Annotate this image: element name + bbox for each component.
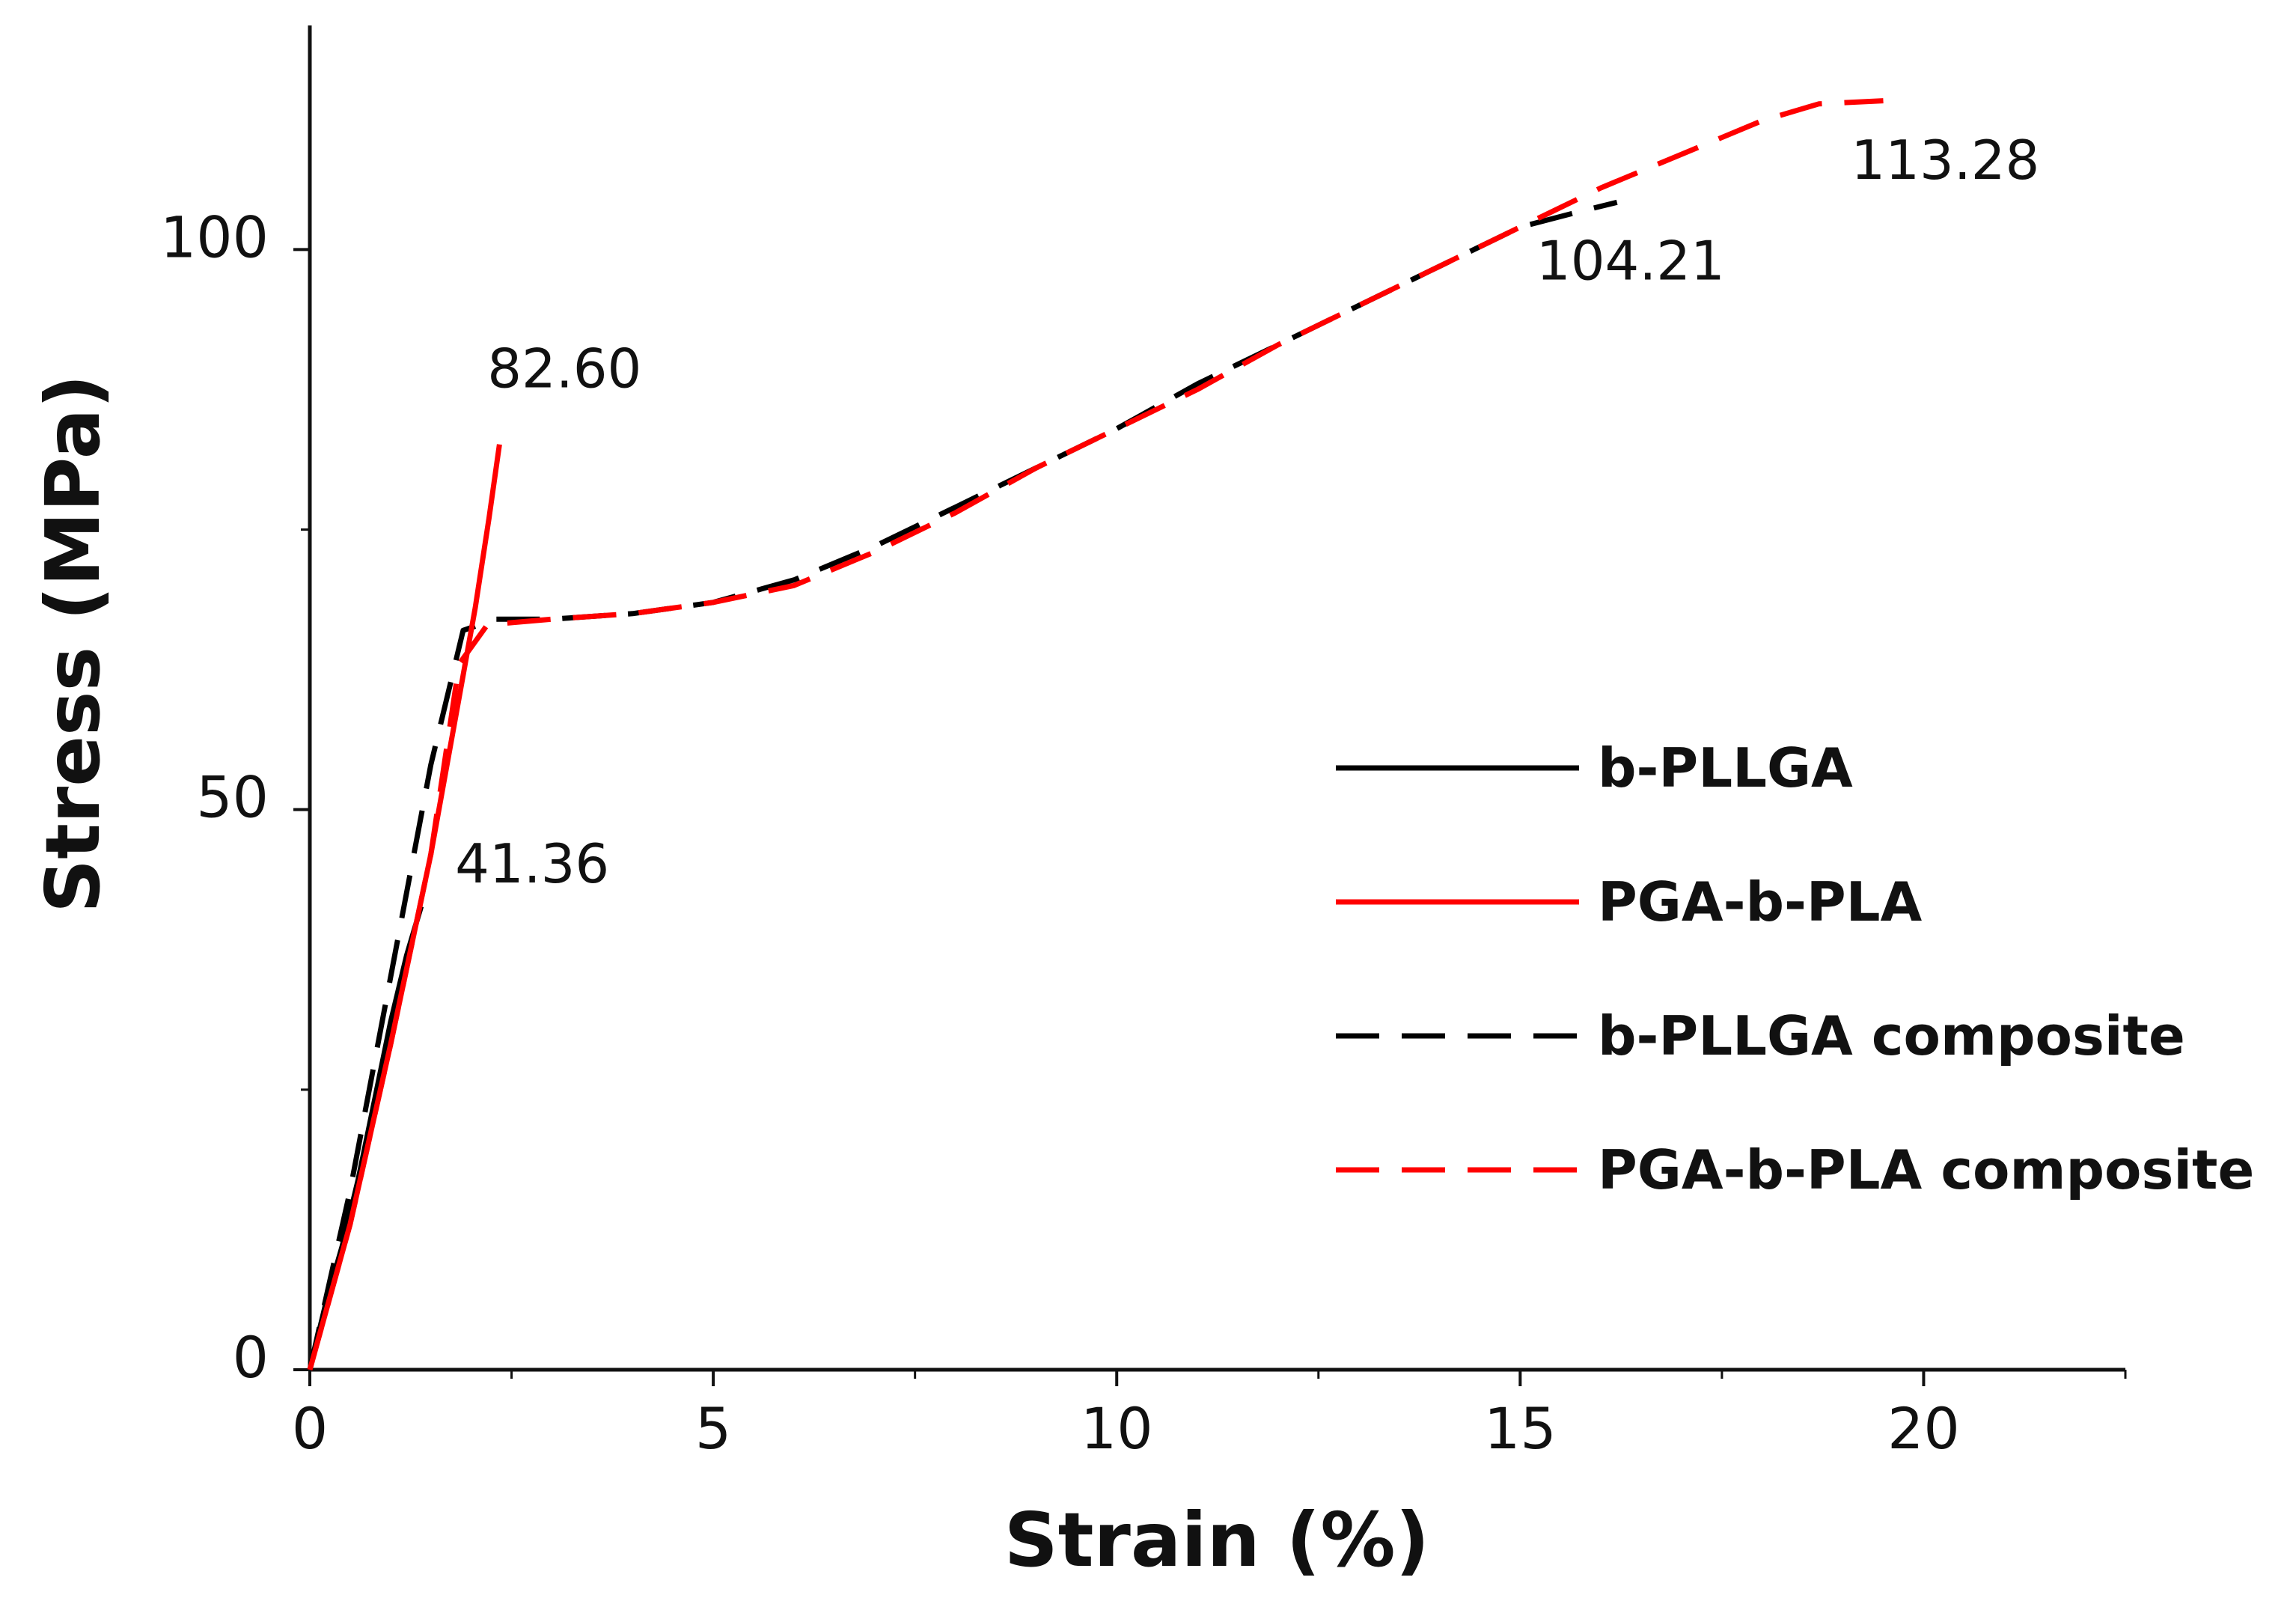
x-tick-label: 20 <box>1887 1395 1960 1462</box>
x-axis-title: Strain (%) <box>1004 1496 1430 1584</box>
series-line-b-pllga-composite <box>307 199 1618 1370</box>
legend-label: b-PLLGA <box>1598 737 1853 799</box>
axis-ticks: 0 5 10 15 20 0 50 100 <box>160 204 2127 1462</box>
x-tick-label: 0 <box>292 1395 328 1462</box>
series-layer <box>307 98 1884 1370</box>
legend-label: PGA-b-PLA composite <box>1598 1138 2254 1201</box>
y-axis-title: Stress (MPa) <box>29 374 117 913</box>
series-line-pga-b-pla <box>307 444 502 1370</box>
y-tick-label: 0 <box>233 1324 269 1391</box>
legend: b-PLLGA PGA-b-PLA b-PLLGA composite PGA-b-P… <box>1336 737 2254 1201</box>
x-tick-label: 10 <box>1081 1395 1153 1462</box>
y-tick-label: 50 <box>196 764 269 831</box>
data-label: 113.28 <box>1851 129 2039 192</box>
x-tick-label: 15 <box>1484 1395 1557 1462</box>
legend-label: PGA-b-PLA <box>1598 870 1923 933</box>
data-label: 41.36 <box>455 832 609 895</box>
legend-label: b-PLLGA composite <box>1598 1004 2185 1067</box>
data-label: 82.60 <box>487 337 641 400</box>
series-line-pga-b-pla-composite <box>307 98 1884 1370</box>
x-tick-label: 5 <box>695 1395 731 1462</box>
y-tick-label: 100 <box>160 204 269 270</box>
data-label: 104.21 <box>1536 230 1725 293</box>
data-labels: 41.36 82.60 104.21 113.28 <box>455 129 2039 895</box>
